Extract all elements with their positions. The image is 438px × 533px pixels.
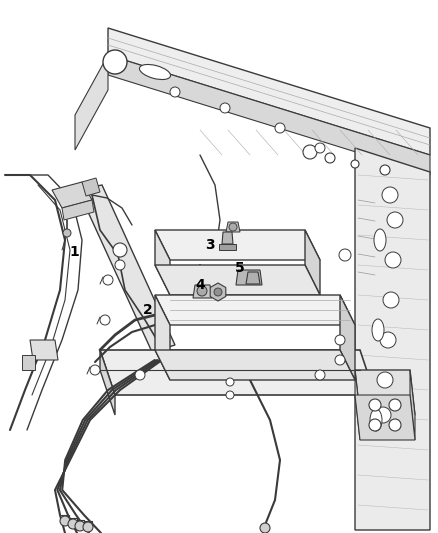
Polygon shape: [155, 230, 320, 260]
Circle shape: [377, 372, 393, 388]
Polygon shape: [155, 295, 170, 380]
Circle shape: [303, 145, 317, 159]
Polygon shape: [355, 370, 415, 415]
Circle shape: [383, 292, 399, 308]
Polygon shape: [22, 355, 35, 370]
Polygon shape: [100, 350, 375, 395]
Circle shape: [60, 516, 70, 526]
Circle shape: [385, 252, 401, 268]
Circle shape: [103, 275, 113, 285]
Text: 1: 1: [69, 245, 79, 259]
Polygon shape: [340, 295, 355, 380]
Circle shape: [115, 260, 125, 270]
Polygon shape: [108, 28, 430, 155]
Circle shape: [220, 103, 230, 113]
Polygon shape: [236, 270, 262, 285]
Circle shape: [315, 143, 325, 153]
Circle shape: [226, 391, 234, 399]
Polygon shape: [222, 232, 233, 244]
Circle shape: [387, 212, 403, 228]
Circle shape: [90, 365, 100, 375]
Text: 2: 2: [143, 303, 153, 317]
Ellipse shape: [139, 64, 170, 79]
Polygon shape: [226, 222, 240, 232]
Circle shape: [197, 286, 207, 296]
Circle shape: [226, 378, 234, 386]
Text: 4: 4: [195, 278, 205, 292]
Circle shape: [369, 399, 381, 411]
Circle shape: [170, 87, 180, 97]
Polygon shape: [305, 230, 320, 295]
Polygon shape: [219, 244, 236, 250]
Circle shape: [229, 223, 237, 231]
Circle shape: [380, 165, 390, 175]
Circle shape: [339, 249, 351, 261]
Polygon shape: [100, 350, 115, 415]
Polygon shape: [52, 182, 92, 208]
Circle shape: [389, 419, 401, 431]
Polygon shape: [108, 55, 430, 175]
Ellipse shape: [370, 409, 382, 431]
Polygon shape: [155, 265, 320, 295]
Polygon shape: [355, 395, 415, 440]
Circle shape: [113, 243, 127, 257]
Polygon shape: [246, 272, 260, 284]
Circle shape: [100, 315, 110, 325]
Polygon shape: [210, 283, 226, 301]
Polygon shape: [78, 185, 175, 352]
Circle shape: [75, 521, 85, 531]
Polygon shape: [30, 340, 58, 360]
Circle shape: [369, 419, 381, 431]
Circle shape: [335, 355, 345, 365]
Polygon shape: [155, 295, 355, 325]
Polygon shape: [355, 148, 430, 530]
Ellipse shape: [372, 319, 384, 341]
Polygon shape: [82, 178, 100, 196]
Circle shape: [103, 50, 127, 74]
Circle shape: [275, 123, 285, 133]
Circle shape: [135, 370, 145, 380]
Circle shape: [375, 407, 391, 423]
Polygon shape: [193, 285, 212, 298]
Circle shape: [315, 370, 325, 380]
Circle shape: [325, 153, 335, 163]
Polygon shape: [155, 230, 170, 295]
Ellipse shape: [374, 229, 386, 251]
Circle shape: [380, 332, 396, 348]
Text: 5: 5: [235, 261, 245, 275]
Circle shape: [214, 288, 222, 296]
Circle shape: [68, 519, 78, 529]
Circle shape: [83, 522, 93, 532]
Circle shape: [351, 160, 359, 168]
Circle shape: [63, 229, 71, 237]
Text: 3: 3: [205, 238, 215, 252]
Polygon shape: [62, 200, 94, 220]
Circle shape: [260, 523, 270, 533]
Polygon shape: [355, 370, 360, 440]
Circle shape: [382, 187, 398, 203]
Polygon shape: [155, 350, 355, 380]
Polygon shape: [410, 370, 415, 440]
Circle shape: [335, 335, 345, 345]
Polygon shape: [75, 55, 108, 150]
Circle shape: [389, 399, 401, 411]
